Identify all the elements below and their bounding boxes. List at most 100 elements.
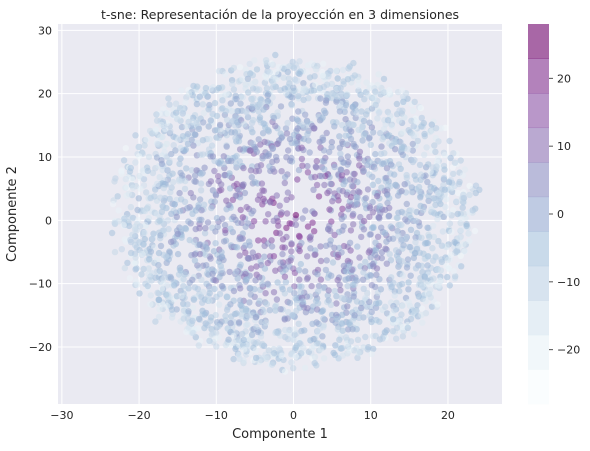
x-tick-label: −20 bbox=[127, 409, 150, 422]
scatter-point bbox=[327, 301, 335, 308]
scatter-point bbox=[126, 275, 134, 282]
scatter-point bbox=[204, 219, 212, 226]
scatter-point bbox=[360, 217, 368, 225]
scatter-point bbox=[359, 276, 367, 283]
scatter-point bbox=[222, 71, 229, 78]
scatter-point bbox=[320, 147, 328, 154]
scatter-point bbox=[344, 282, 351, 290]
scatter-point bbox=[422, 298, 429, 305]
scatter-point bbox=[212, 192, 220, 199]
scatter-point bbox=[409, 140, 416, 148]
scatter-point bbox=[438, 125, 445, 132]
scatter-point bbox=[145, 265, 152, 272]
scatter-point bbox=[418, 234, 425, 241]
scatter-point bbox=[452, 273, 459, 280]
scatter-point bbox=[455, 243, 463, 250]
scatter-point bbox=[338, 172, 346, 179]
scatter-point bbox=[240, 121, 248, 128]
scatter-point bbox=[372, 101, 379, 109]
scatter-point bbox=[184, 130, 192, 138]
scatter-point bbox=[398, 87, 406, 94]
scatter-point bbox=[264, 280, 271, 287]
scatter-point bbox=[438, 242, 446, 249]
scatter-point bbox=[132, 159, 139, 166]
scatter-point bbox=[344, 76, 352, 83]
scatter-point bbox=[369, 173, 376, 180]
scatter-point bbox=[225, 336, 232, 343]
scatter-point bbox=[157, 194, 164, 201]
scatter-point bbox=[416, 161, 424, 169]
scatter-point bbox=[362, 294, 369, 302]
scatter-point bbox=[199, 137, 207, 144]
scatter-point bbox=[176, 189, 183, 197]
scatter-point bbox=[432, 253, 439, 260]
scatter-point bbox=[222, 227, 229, 234]
scatter-point bbox=[366, 119, 373, 126]
scatter-point bbox=[259, 155, 266, 162]
scatter-point bbox=[174, 250, 182, 258]
scatter-point bbox=[194, 285, 202, 293]
scatter-point bbox=[300, 80, 307, 87]
scatter-point bbox=[230, 339, 237, 346]
scatter-point bbox=[428, 121, 435, 128]
scatter-point bbox=[365, 92, 372, 99]
scatter-point bbox=[204, 322, 211, 329]
scatter-point bbox=[329, 198, 336, 205]
scatter-point bbox=[380, 75, 388, 83]
scatter-point bbox=[346, 347, 353, 354]
scatter-point bbox=[388, 123, 396, 130]
scatter-point bbox=[337, 287, 344, 294]
scatter-point bbox=[121, 264, 128, 272]
scatter-point bbox=[472, 182, 480, 189]
scatter-point bbox=[145, 153, 153, 161]
scatter-point bbox=[327, 67, 334, 75]
scatter-point bbox=[270, 253, 278, 260]
scatter-point bbox=[160, 275, 167, 283]
scatter-point bbox=[288, 194, 295, 201]
scatter-point bbox=[154, 180, 161, 187]
scatter-point bbox=[399, 128, 407, 136]
scatter-point bbox=[284, 119, 291, 127]
scatter-point bbox=[223, 143, 230, 150]
scatter-point bbox=[111, 248, 119, 256]
scatter-point bbox=[344, 153, 351, 160]
plot-area bbox=[58, 24, 502, 404]
scatter-point bbox=[292, 211, 300, 219]
scatter-point bbox=[269, 61, 276, 68]
scatter-point bbox=[411, 98, 418, 106]
scatter-point bbox=[445, 179, 453, 186]
scatter-point bbox=[141, 221, 149, 228]
scatter-point bbox=[424, 224, 431, 231]
scatter-point bbox=[206, 297, 213, 305]
scatter-point bbox=[272, 51, 279, 59]
scatter-point bbox=[449, 207, 457, 214]
scatter-point bbox=[241, 189, 249, 197]
scatter-point bbox=[172, 100, 180, 107]
scatter-point bbox=[336, 108, 344, 115]
scatter-point bbox=[425, 161, 432, 168]
scatter-point bbox=[418, 262, 426, 270]
scatter-point bbox=[358, 304, 365, 312]
scatter-point bbox=[334, 93, 341, 100]
scatter-point bbox=[398, 258, 406, 265]
scatter-point bbox=[269, 158, 276, 166]
scatter-point bbox=[230, 64, 237, 72]
scatter-point bbox=[429, 245, 436, 252]
scatter-point bbox=[294, 77, 301, 84]
scatter-point bbox=[337, 150, 344, 157]
scatter-point bbox=[291, 326, 298, 333]
scatter-point bbox=[328, 138, 336, 146]
scatter-point bbox=[312, 81, 319, 89]
scatter-point bbox=[311, 251, 318, 258]
scatter-point bbox=[398, 144, 406, 151]
scatter-point bbox=[115, 207, 122, 214]
scatter-point bbox=[380, 88, 387, 95]
scatter-point bbox=[300, 96, 307, 104]
scatter-point bbox=[159, 280, 167, 287]
scatter-point bbox=[238, 219, 245, 227]
scatter-point bbox=[343, 268, 350, 275]
scatter-point bbox=[245, 89, 252, 96]
scatter-point bbox=[349, 326, 356, 333]
scatter-point bbox=[120, 157, 128, 164]
scatter-point bbox=[244, 114, 252, 121]
